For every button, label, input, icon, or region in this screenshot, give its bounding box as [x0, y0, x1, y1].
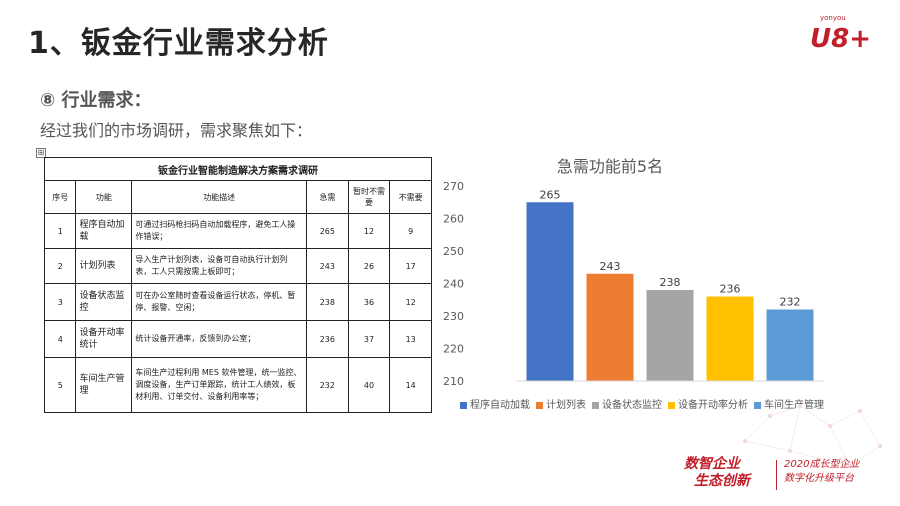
cell-urgent: 243: [306, 248, 349, 284]
header-later: 暂时不需要: [347, 180, 391, 214]
table-header-row: 序号 功能 功能描述 急需 暂时不需要 不需要: [43, 180, 432, 214]
legend-swatch: [536, 401, 543, 409]
cell-later: 40: [347, 357, 391, 413]
cell-seq: 1: [43, 213, 77, 249]
bar-data-label: 238: [660, 276, 681, 289]
cell-no: 12: [389, 283, 432, 321]
y-tick-label: 270: [443, 180, 464, 193]
cell-later: 12: [347, 213, 391, 249]
legend-item: 设备开动率分析: [668, 396, 748, 411]
chart-plot: 210 220 230 240 250 260 270 265 243 238 236 232: [443, 180, 824, 388]
cell-func: 程序自动加载: [75, 213, 133, 249]
header-urgent: 急需: [306, 180, 349, 214]
logo-small-text: yonyou: [820, 14, 846, 22]
y-tick-label: 230: [443, 310, 464, 323]
header-seq: 序号: [43, 180, 77, 214]
table-row: 4 设备开动率统计 统计设备开通率，反馈到办公室； 236 37 13: [43, 320, 432, 358]
bar-chart: 急需功能前5名 210 220 230 240 250 260 270 265 243 238 23…: [440, 150, 880, 420]
cell-seq: 5: [43, 357, 77, 413]
section-heading: ⑧ 行业需求：: [40, 90, 152, 111]
cell-no: 14: [389, 357, 432, 413]
legend-swatch: [460, 401, 467, 409]
footer-platform-line1: 2020成长型企业: [784, 459, 860, 470]
legend-item: 设备状态监控: [592, 396, 662, 411]
legend-label: 设备开动率分析: [678, 400, 748, 411]
legend-label: 程序自动加载: [470, 400, 530, 411]
logo-text: U8+: [810, 24, 871, 54]
bar-data-label: 236: [720, 283, 741, 296]
yonyou-u8-logo: yonyou U8+: [810, 14, 871, 58]
cell-desc: 可通过扫码枪扫码自动加载程序，避免工人操作错误；: [131, 213, 308, 249]
table-title: 钣金行业智能制造解决方案需求调研: [44, 157, 432, 181]
legend-swatch: [592, 401, 599, 409]
cell-no: 13: [389, 320, 432, 358]
bar-1: [526, 202, 574, 381]
bar-data-label: 265: [540, 188, 561, 201]
survey-table-container: 钣金行业智能制造解决方案需求调研 序号 功能 功能描述 急需 暂时不需要 不需要…: [43, 157, 432, 413]
header-func: 功能: [75, 180, 133, 214]
cell-func: 设备状态监控: [75, 283, 133, 321]
cell-func: 设备开动率统计: [75, 320, 133, 358]
cell-seq: 2: [43, 248, 77, 284]
bar-2: [586, 273, 634, 381]
cell-no: 17: [389, 248, 432, 284]
footer-slogan-line2: 生态创新: [694, 473, 750, 489]
legend-item: 程序自动加载: [460, 396, 530, 411]
cell-seq: 4: [43, 320, 77, 358]
legend-item: 计划列表: [536, 396, 586, 411]
table-row: 5 车间生产管理 车间生产过程利用 MES 软件管理，统一监控、调度设备，生产订…: [43, 357, 432, 413]
legend-label: 计划列表: [546, 400, 586, 411]
chart-legend: 程序自动加载 计划列表 设备状态监控 设备开动率分析 车间生产管理: [460, 396, 830, 411]
table-row: 1 程序自动加载 可通过扫码枪扫码自动加载程序，避免工人操作错误； 265 12…: [43, 213, 432, 249]
slide-title: 1、钣金行业需求分析: [28, 26, 329, 61]
legend-swatch: [668, 401, 675, 409]
cell-seq: 3: [43, 283, 77, 321]
chart-title: 急需功能前5名: [556, 157, 664, 176]
survey-table: 钣金行业智能制造解决方案需求调研 序号 功能 功能描述 急需 暂时不需要 不需要…: [43, 157, 432, 413]
intro-text: 经过我们的市场调研，需求聚焦如下：: [40, 121, 313, 140]
footer-slogan-line1: 数智企业: [684, 456, 740, 472]
footer-brand: 数智企业 生态创新 2020成长型企业 数字化升级平台: [684, 456, 884, 496]
cell-urgent: 232: [306, 357, 349, 413]
cell-later: 37: [347, 320, 391, 358]
y-tick-label: 240: [443, 278, 464, 291]
cell-later: 36: [347, 283, 391, 321]
footer-divider: [776, 460, 777, 490]
table-row: 2 计划列表 导入生产计划列表，设备可自动执行计划列表，工人只需按需上板即可； …: [43, 248, 432, 284]
legend-label: 设备状态监控: [602, 400, 662, 411]
bar-data-label: 243: [600, 260, 621, 273]
footer-platform-line2: 数字化升级平台: [784, 473, 854, 484]
cell-desc: 车间生产过程利用 MES 软件管理，统一监控、调度设备，生产订单跟踪，统计工人绩…: [131, 357, 308, 413]
cell-desc: 统计设备开通率，反馈到办公室；: [131, 320, 308, 358]
cell-urgent: 265: [306, 213, 349, 249]
table-anchor-icon[interactable]: ⊞: [36, 148, 46, 158]
header-no: 不需要: [389, 180, 432, 214]
cell-no: 9: [389, 213, 432, 249]
cell-later: 26: [347, 248, 391, 284]
y-tick-label: 250: [443, 245, 464, 258]
cell-func: 车间生产管理: [75, 357, 133, 413]
y-tick-label: 260: [443, 213, 464, 226]
cell-urgent: 238: [306, 283, 349, 321]
table-row: 3 设备状态监控 可在办公室随时查看设备运行状态，停机、暂停、报警、空闲； 23…: [43, 283, 432, 321]
cell-desc: 导入生产计划列表，设备可自动执行计划列表，工人只需按需上板即可；: [131, 248, 308, 284]
footer-platform: 2020成长型企业 数字化升级平台: [784, 458, 859, 486]
y-tick-label: 210: [443, 375, 464, 388]
bar-5: [766, 309, 814, 381]
cell-urgent: 236: [306, 320, 349, 358]
bar-4: [706, 296, 754, 381]
legend-item: 车间生产管理: [754, 396, 824, 411]
cell-func: 计划列表: [75, 248, 133, 284]
bar-data-label: 232: [780, 296, 801, 309]
legend-label: 车间生产管理: [764, 400, 824, 411]
legend-swatch: [754, 401, 761, 409]
cell-desc: 可在办公室随时查看设备运行状态，停机、暂停、报警、空闲；: [131, 283, 308, 321]
header-desc: 功能描述: [131, 180, 308, 214]
footer-slogan: 数智企业 生态创新: [684, 456, 750, 490]
y-tick-label: 220: [443, 343, 464, 356]
bar-3: [646, 290, 694, 381]
decorative-network-graphic: [743, 404, 882, 468]
